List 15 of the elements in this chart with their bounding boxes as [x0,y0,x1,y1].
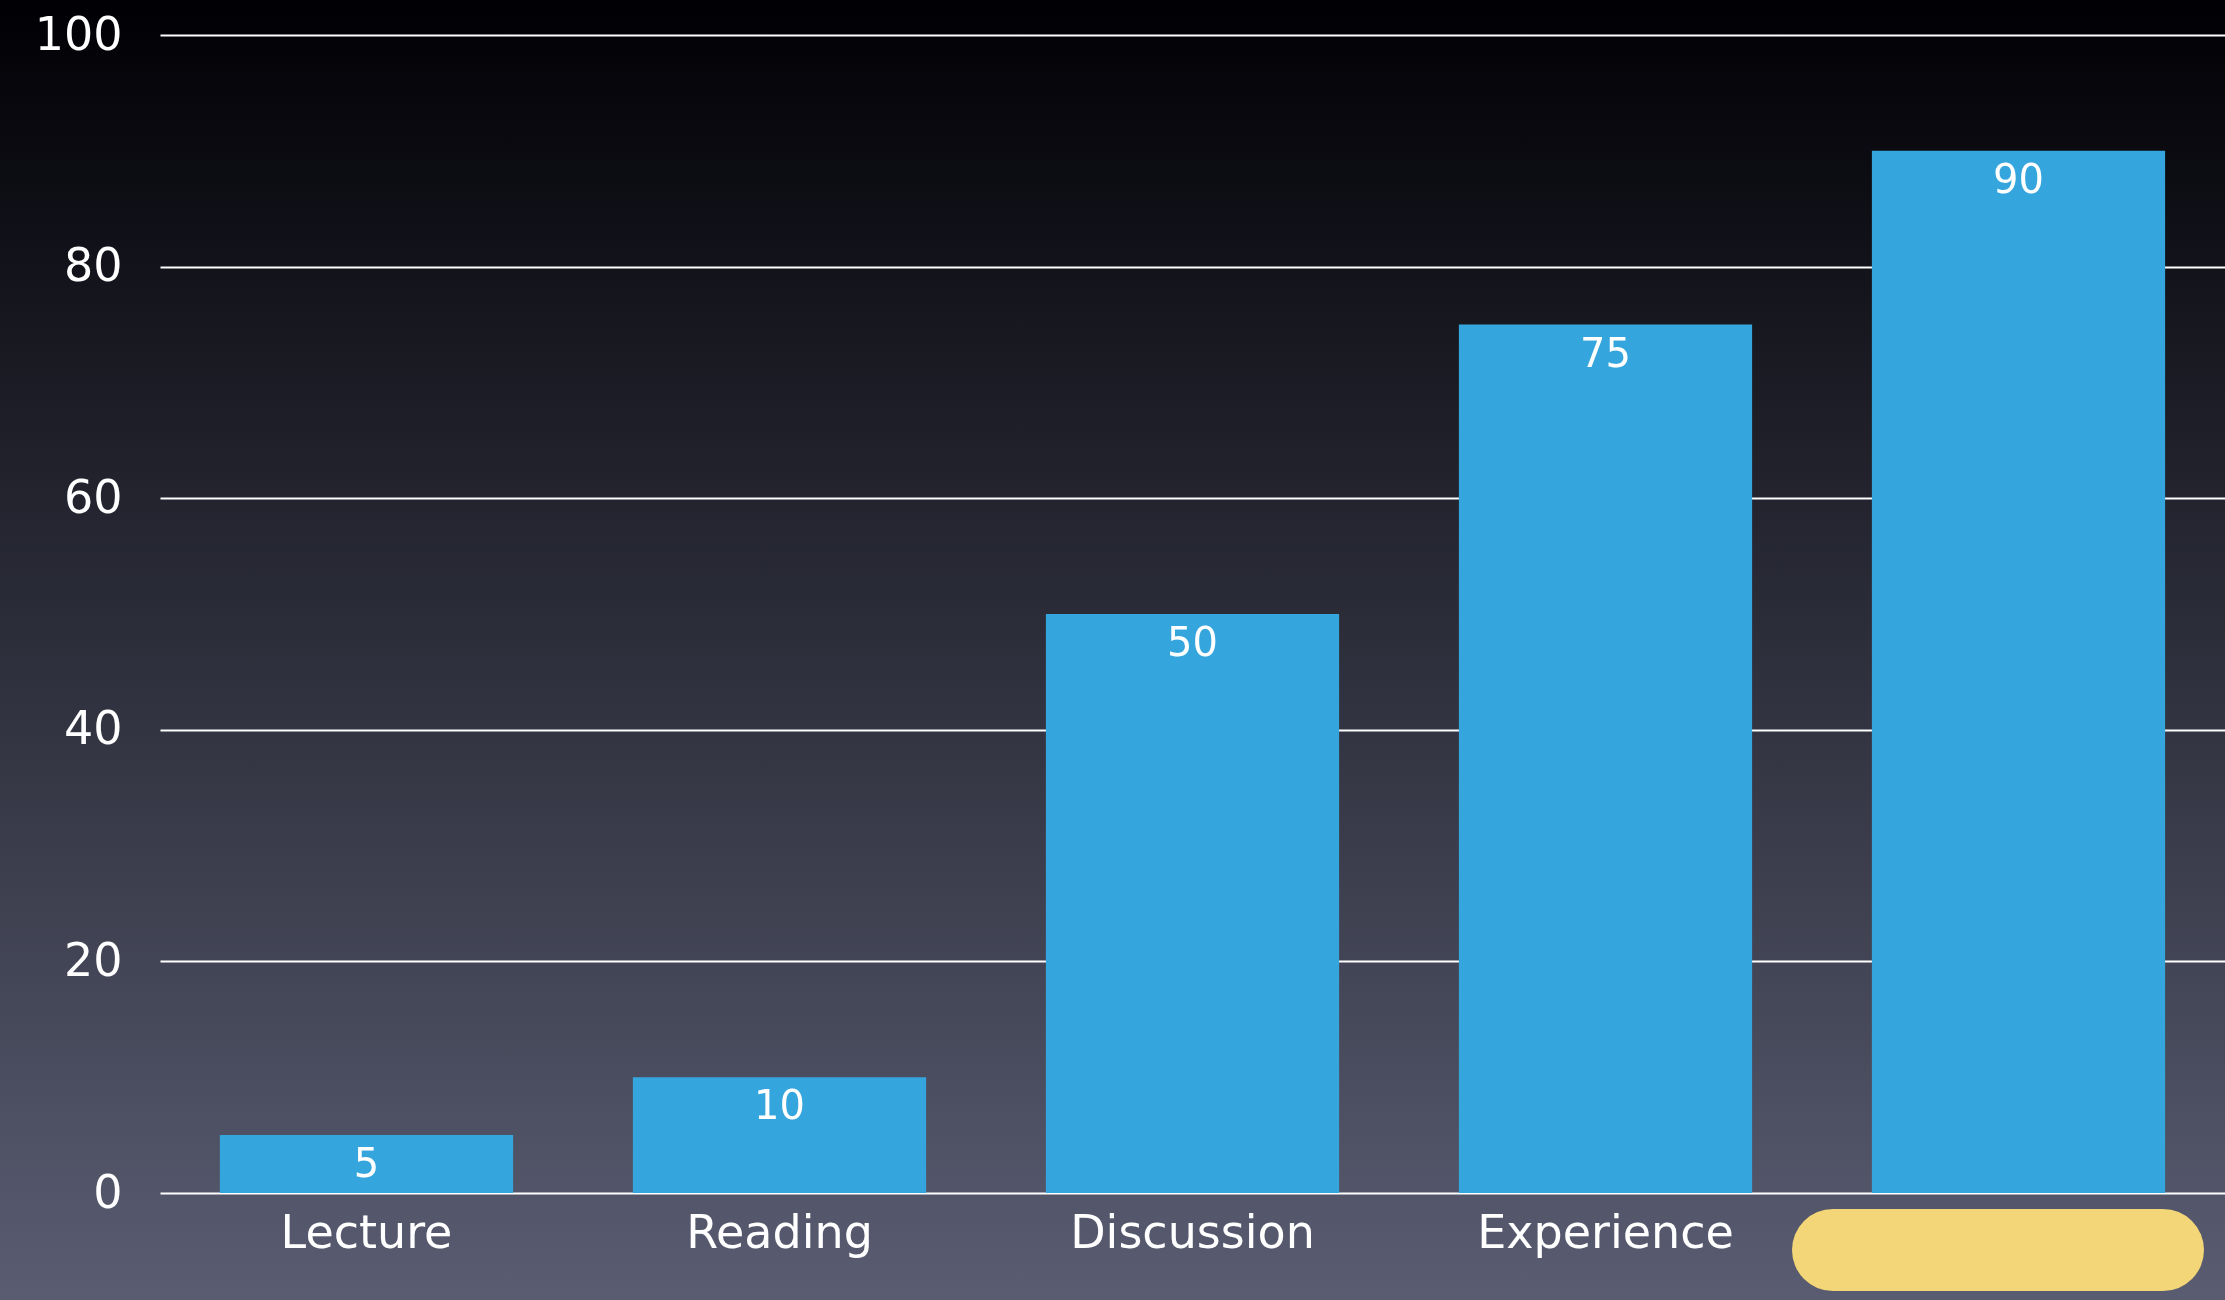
y-tick-label: 60 [63,469,123,524]
data-label: 5 [353,1140,380,1187]
y-tick-label: 40 [63,701,123,756]
data-label: 10 [754,1082,805,1129]
data-label: 90 [1993,155,2044,202]
y-tick-label: 80 [63,238,123,293]
y-tick-label: 0 [93,1164,123,1219]
x-tick-label: Discussion [1070,1204,1315,1259]
x-tick-label: Reading [686,1204,873,1259]
data-label: 50 [1167,619,1218,665]
y-tick-label: 20 [63,932,123,987]
data-label: 75 [1580,329,1631,376]
x-tick-label: Experience [1477,1204,1734,1259]
x-tick-label: Lecture [280,1204,453,1259]
y-tick-label: 100 [34,6,123,61]
